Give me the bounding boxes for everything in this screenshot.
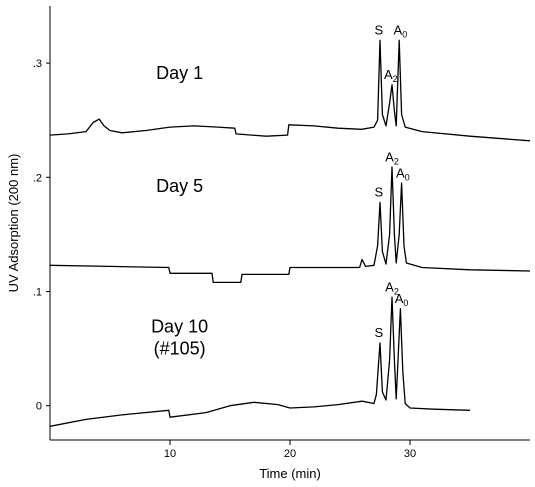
peak-label: A2 [384,67,398,84]
x-tick-label: 10 [164,448,176,460]
peak-label: A0 [395,291,409,308]
x-tick-label: 20 [284,448,296,460]
trace-line-1 [49,39,531,142]
traces [49,39,531,427]
peak-label-subscript: 0 [403,298,408,308]
peak-label: S [374,23,383,38]
y-tick-label: .3 [33,58,42,70]
peak-label: A2 [385,149,399,166]
trace-line-3 [49,296,471,427]
y-axis-title: UV Adsorption (200 nm) [6,154,21,293]
trace-label-2: Day 5 [156,176,203,196]
peak-label: A0 [396,165,410,182]
peak-label: S [374,325,383,340]
peak-label-subscript: 2 [394,156,399,166]
peak-label-subscript: 2 [394,287,399,297]
y-tick-label: .1 [33,287,42,299]
axes: 10 20 30.3.2.10 [33,6,530,460]
x-tick-label: 30 [404,448,416,460]
peak-label: A0 [394,23,408,40]
peak-label-subscript: 0 [402,30,407,40]
peak-label: S [374,185,383,200]
y-tick-label: .2 [33,172,42,184]
trace-label-1: Day 1 [156,63,203,83]
x-axis-title: Time (min) [259,466,321,481]
peak-label-subscript: 2 [393,74,398,84]
trace-label-3: Day 10 [151,317,208,337]
trace-label-3: (#105) [154,339,206,359]
y-tick-label: 0 [36,401,42,413]
trace-line-2 [49,166,531,284]
peak-label-subscript: 0 [405,172,410,182]
